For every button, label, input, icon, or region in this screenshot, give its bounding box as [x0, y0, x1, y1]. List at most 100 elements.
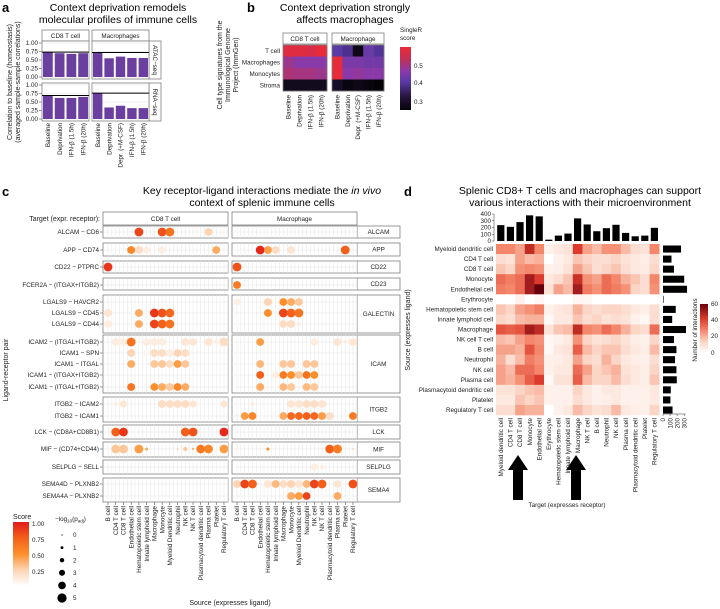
x-tick-label: Monocyte	[159, 506, 166, 534]
heatmap-cell	[582, 324, 593, 335]
heatmap-cell	[352, 68, 364, 80]
heatmap-cell	[611, 294, 622, 305]
interaction-dot	[233, 480, 241, 488]
heatmap-cell	[649, 374, 660, 386]
interaction-dot	[204, 444, 213, 454]
interaction-dot	[145, 447, 149, 451]
heatmap-cell	[611, 384, 622, 396]
heatmap-cell	[342, 56, 354, 69]
heatmap-cell	[544, 304, 554, 315]
column-label: Myeloid dendritic cell	[498, 418, 505, 476]
heatmap-cell	[496, 364, 506, 376]
interaction-dot	[235, 322, 239, 326]
interaction-dot	[340, 245, 350, 255]
heatmap-cell	[524, 314, 535, 325]
size-legend-label: 2	[73, 557, 77, 564]
heatmap-cell	[496, 264, 506, 275]
heatmap-cell	[544, 314, 554, 325]
interaction-dot	[165, 383, 174, 391]
group-label: GALECTIN	[363, 311, 395, 318]
panel-b-colorbar	[400, 47, 411, 110]
heatmap-cell	[592, 384, 602, 396]
heatmap-cell	[601, 354, 612, 366]
heatmap-cell	[572, 344, 583, 355]
heatmap-cell	[534, 404, 545, 416]
heatmap-cell	[620, 354, 631, 366]
heatmap-cell	[496, 394, 506, 406]
heatmap-cell	[620, 284, 631, 295]
heatmap-cell	[601, 324, 612, 335]
right-axis-label: 100	[667, 418, 674, 429]
heatmap-cell	[316, 79, 328, 92]
heatmap-cell	[515, 284, 526, 295]
heatmap-cell	[649, 354, 660, 366]
heatmap-cell	[592, 294, 602, 305]
interaction-dot	[120, 400, 127, 408]
row-label: T cell	[265, 48, 280, 55]
interaction-dot	[134, 320, 143, 328]
row-label: Erythrocyte	[461, 296, 493, 303]
row-label: Myeloid dendritic cell	[435, 246, 493, 253]
arrow-up-icon-macrophage	[566, 455, 586, 500]
heatmap-cell	[363, 79, 374, 92]
heatmap-cell	[572, 294, 583, 305]
heatmap-cell	[640, 354, 650, 366]
group-label: MIF	[373, 447, 384, 454]
row-label: Stroma	[260, 82, 281, 89]
heatmap-cell	[611, 244, 622, 255]
heatmap-cell	[563, 274, 574, 285]
panel-a-title-line2: molecular profiles of immune cells	[39, 14, 197, 26]
heatmap-cell	[649, 254, 660, 265]
interaction-dot	[294, 298, 303, 306]
row-total-bar	[663, 305, 676, 313]
interaction-dot	[181, 383, 190, 391]
interaction-dot	[309, 479, 319, 489]
heatmap-cell	[373, 45, 385, 57]
heatmap-cell	[572, 354, 583, 366]
heatmap-cell	[592, 364, 602, 376]
heatmap-cell	[582, 284, 593, 295]
group-label: APP	[372, 247, 385, 254]
heatmap-cell	[630, 244, 641, 255]
interaction-dot	[325, 412, 334, 420]
right-axis-label: 300	[681, 418, 688, 429]
heatmap-cell	[553, 294, 564, 305]
column-label: Monocyte	[527, 418, 534, 446]
heatmap-cell	[640, 404, 650, 416]
heatmap-cell	[524, 274, 535, 285]
row-total-bar	[663, 336, 674, 344]
row-label: Monocyte	[466, 276, 494, 283]
heatmap-cell	[496, 374, 506, 386]
interaction-dot	[263, 246, 272, 254]
heatmap-cell	[544, 394, 554, 406]
interaction-dot	[240, 479, 250, 489]
interaction-dot	[310, 463, 318, 471]
heatmap-cell	[294, 79, 306, 92]
column-total-bar	[622, 232, 630, 241]
row-label: Platelet	[472, 397, 493, 404]
interaction-dot	[263, 480, 272, 488]
heatmap-cell	[524, 304, 535, 315]
column-label: Innate lymphoid cell	[565, 418, 572, 474]
panel-label-d: d	[404, 184, 412, 199]
heatmap-cell	[582, 264, 593, 275]
y-tick-label: 1.00	[26, 40, 39, 47]
pair-label: LCK − (CD8A+CD8B1)	[35, 429, 99, 436]
x-tick-label: Platelet	[213, 506, 220, 527]
facet-panel	[102, 477, 229, 503]
interaction-dot	[240, 412, 249, 420]
heatmap-cell	[544, 264, 554, 275]
interaction-dot	[282, 448, 285, 450]
heatmap-cell	[342, 45, 354, 57]
interaction-dot	[173, 360, 182, 368]
heatmap-cell	[553, 254, 564, 265]
pair-label: ICAM1 − ITGAL	[54, 361, 99, 368]
heatmap-cell	[572, 364, 583, 376]
heatmap-cell	[352, 56, 364, 69]
heatmap-cell	[553, 354, 564, 366]
interaction-dot	[233, 298, 241, 306]
pair-label: ALCAM − CD6	[58, 229, 100, 236]
bar	[43, 52, 53, 77]
x-tick-label: Deprivation	[57, 123, 64, 155]
